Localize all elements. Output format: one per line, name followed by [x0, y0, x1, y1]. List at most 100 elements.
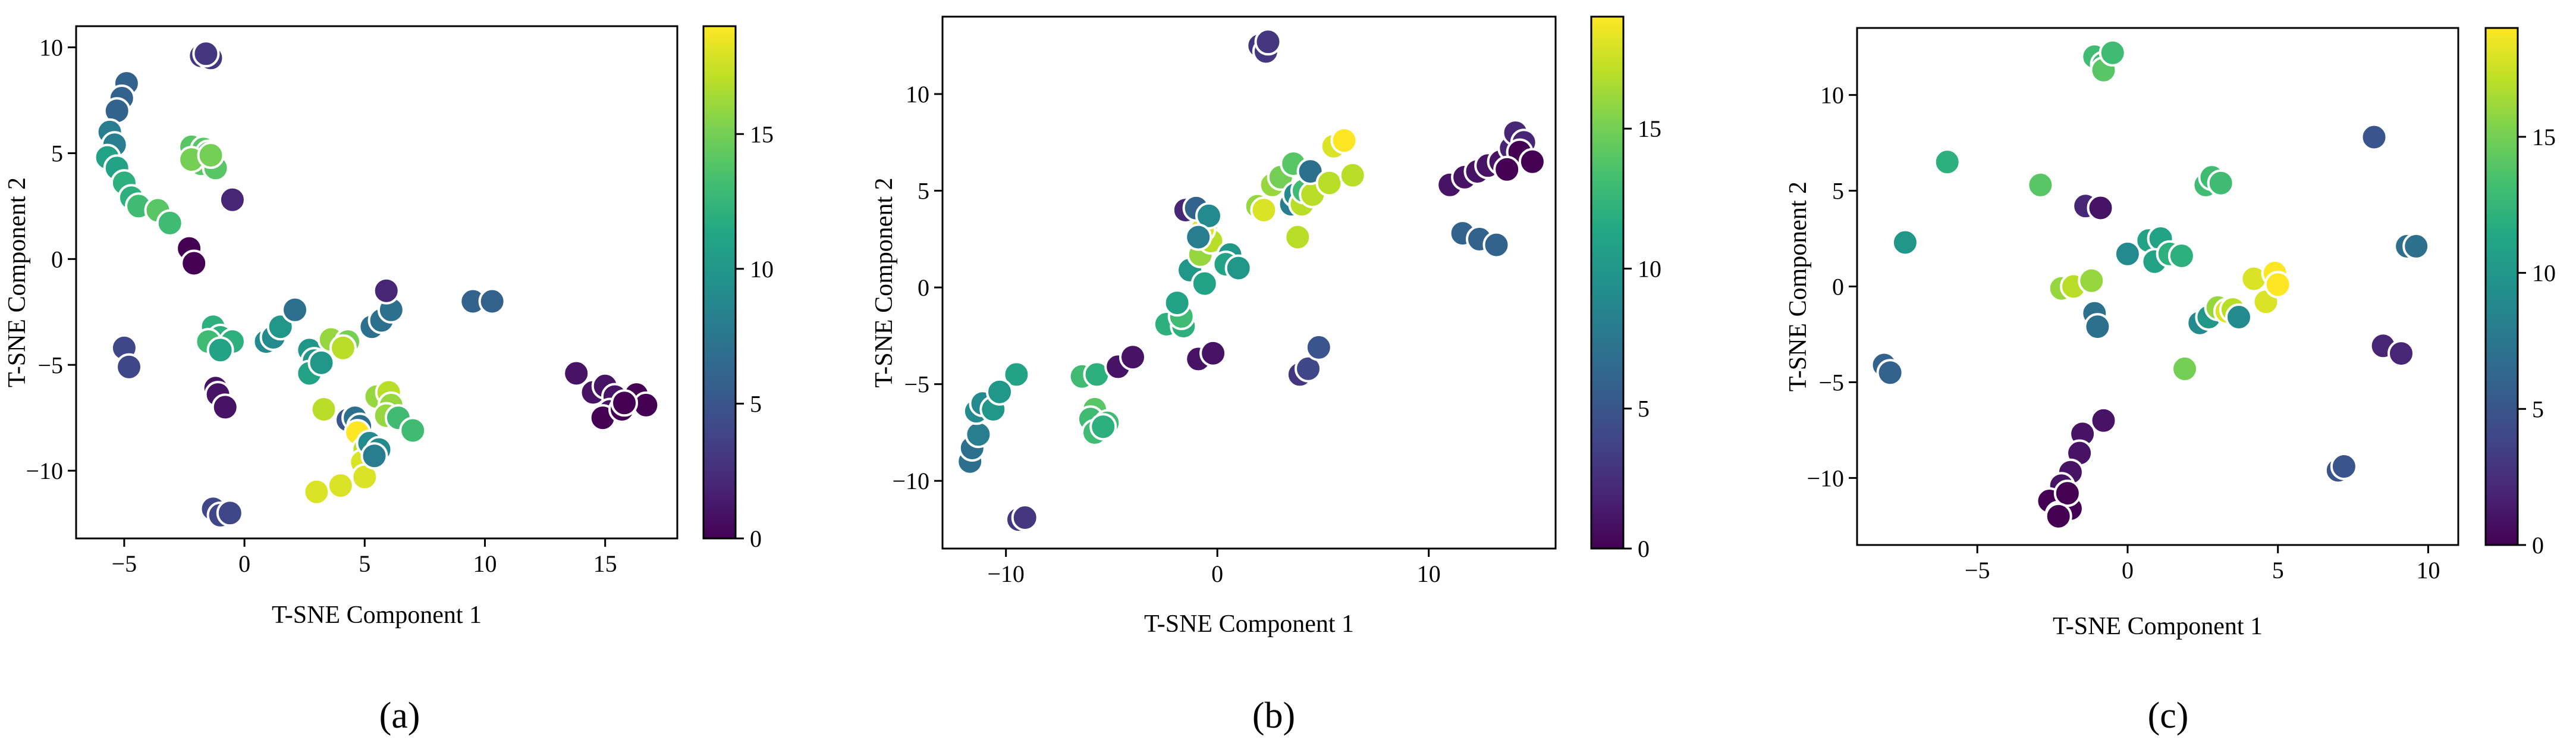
colorbar	[1590, 15, 1625, 550]
scatter-point	[1876, 359, 1904, 387]
colorbar-tick-label: 5	[1638, 396, 1650, 422]
colorbar-tick-label: 0	[750, 525, 762, 552]
x-tick-label: 0	[238, 550, 250, 577]
y-tick-label: −5	[37, 352, 63, 378]
x-tick-label: 10	[1417, 560, 1441, 587]
x-axis-label: T-SNE Component 1	[272, 602, 482, 629]
y-tick-label: 5	[1832, 178, 1844, 205]
scatter-point	[2387, 340, 2415, 368]
y-tick-label: 5	[918, 178, 929, 205]
scatter-point	[2402, 232, 2430, 260]
x-tick-label: 10	[473, 550, 497, 577]
scatter-point	[192, 40, 220, 68]
x-tick-label: 5	[359, 550, 370, 577]
colorbar-tick-label: 10	[1638, 255, 1661, 282]
scatter-point	[1003, 361, 1031, 389]
scatter-point	[1250, 196, 1278, 224]
colorbar-tick-label: 10	[750, 256, 774, 283]
y-axis-label: T-SNE Component 2	[4, 177, 31, 387]
scatter-point	[478, 287, 506, 315]
scatter-point	[986, 378, 1013, 406]
scatter-point	[1011, 504, 1039, 531]
x-tick-label: −10	[987, 560, 1025, 587]
scatter-point	[1330, 127, 1358, 155]
x-tick-label: 5	[2272, 557, 2284, 584]
scatter-point	[2090, 406, 2118, 434]
scatter-point	[211, 393, 239, 421]
scatter-point	[329, 334, 357, 362]
y-tick-label: 10	[906, 81, 929, 108]
scatter-point	[1190, 270, 1218, 297]
scatter-point	[1119, 343, 1146, 371]
scatter-point	[2225, 303, 2253, 331]
scatter-point	[2084, 313, 2112, 341]
scatter-point	[372, 277, 400, 305]
y-tick-label: −10	[1807, 465, 1844, 491]
panel-label: (a)	[379, 696, 420, 736]
colorbar-tick-label: 15	[2532, 124, 2556, 151]
y-tick-label: 0	[918, 274, 929, 301]
scatter-point	[1254, 28, 1282, 56]
colorbar-tick-label: 10	[2532, 260, 2556, 287]
scatter-point	[307, 349, 335, 377]
scatter-point	[2167, 242, 2195, 270]
x-tick-label: 0	[2122, 557, 2134, 584]
colorbar-tick-label: 5	[2532, 396, 2544, 422]
y-tick-label: −5	[1818, 369, 1844, 396]
colorbar	[702, 25, 737, 540]
axes-frame	[75, 25, 678, 540]
scatter-point	[1339, 161, 1366, 189]
y-tick-label: 0	[51, 246, 63, 272]
scatter-point	[1315, 169, 1343, 197]
scatter-point	[216, 499, 244, 527]
x-tick-label: 15	[593, 550, 617, 577]
scatter-point	[1482, 231, 1510, 259]
colorbar-tick-label: 5	[750, 390, 762, 417]
x-tick-label: 10	[2416, 557, 2440, 584]
scatter-point	[180, 249, 208, 277]
colorbar-tick-label: 15	[1638, 115, 1661, 142]
scatter-point	[1284, 223, 1312, 251]
y-axis-label: T-SNE Component 2	[871, 177, 898, 387]
scatter-point	[1185, 223, 1212, 251]
scatter-point	[1199, 339, 1227, 367]
scatter-point	[1224, 254, 1252, 282]
scatter-point	[218, 186, 246, 214]
panel-label: (b)	[1252, 696, 1295, 736]
scatter-point	[2053, 480, 2081, 507]
axes-frame	[941, 15, 1557, 550]
x-tick-label: −5	[1965, 557, 1990, 584]
colorbar-tick-label: 15	[750, 121, 774, 148]
scatter-point	[563, 359, 590, 387]
scatter-point	[2330, 453, 2358, 480]
scatter-point	[2099, 39, 2126, 67]
scatter-point	[281, 296, 309, 324]
y-tick-label: −5	[904, 371, 929, 398]
colorbar-tick-label: 0	[1638, 535, 1650, 562]
scatter-point	[1295, 355, 1322, 383]
panel-label: (c)	[2148, 696, 2189, 736]
y-tick-label: 0	[1832, 274, 1844, 300]
y-tick-label: 10	[39, 35, 63, 61]
scatter-point	[1305, 333, 1333, 361]
scatter-point	[1195, 202, 1223, 230]
y-tick-label: −10	[26, 458, 63, 484]
y-tick-label: 10	[1820, 82, 1844, 109]
scatter-point	[1518, 148, 1546, 176]
scatter-point	[2044, 502, 2072, 530]
scatter-point	[206, 336, 234, 364]
y-axis-label: T-SNE Component 2	[1785, 181, 1812, 391]
scatter-point	[2264, 271, 2292, 299]
scatter-point	[2078, 267, 2106, 295]
scatter-point	[965, 421, 992, 449]
scatter-point	[360, 442, 388, 470]
colorbar-tick-label: 0	[2532, 532, 2544, 559]
axes-frame	[1856, 27, 2459, 546]
scatter-point	[1089, 413, 1117, 441]
scatter-point	[2207, 169, 2235, 197]
scatter-point	[310, 396, 338, 423]
scatter-point	[1891, 228, 1919, 256]
scatter-panel: −5 0 5 10 −10 −5 0 5 10 T-SNE Component 1 T-SNE Co…	[1785, 27, 2556, 736]
scatter-panel: −10 0 10 −10 −5 0 5 10 T-SNE Component 1 T-SNE Co…	[871, 15, 1661, 736]
